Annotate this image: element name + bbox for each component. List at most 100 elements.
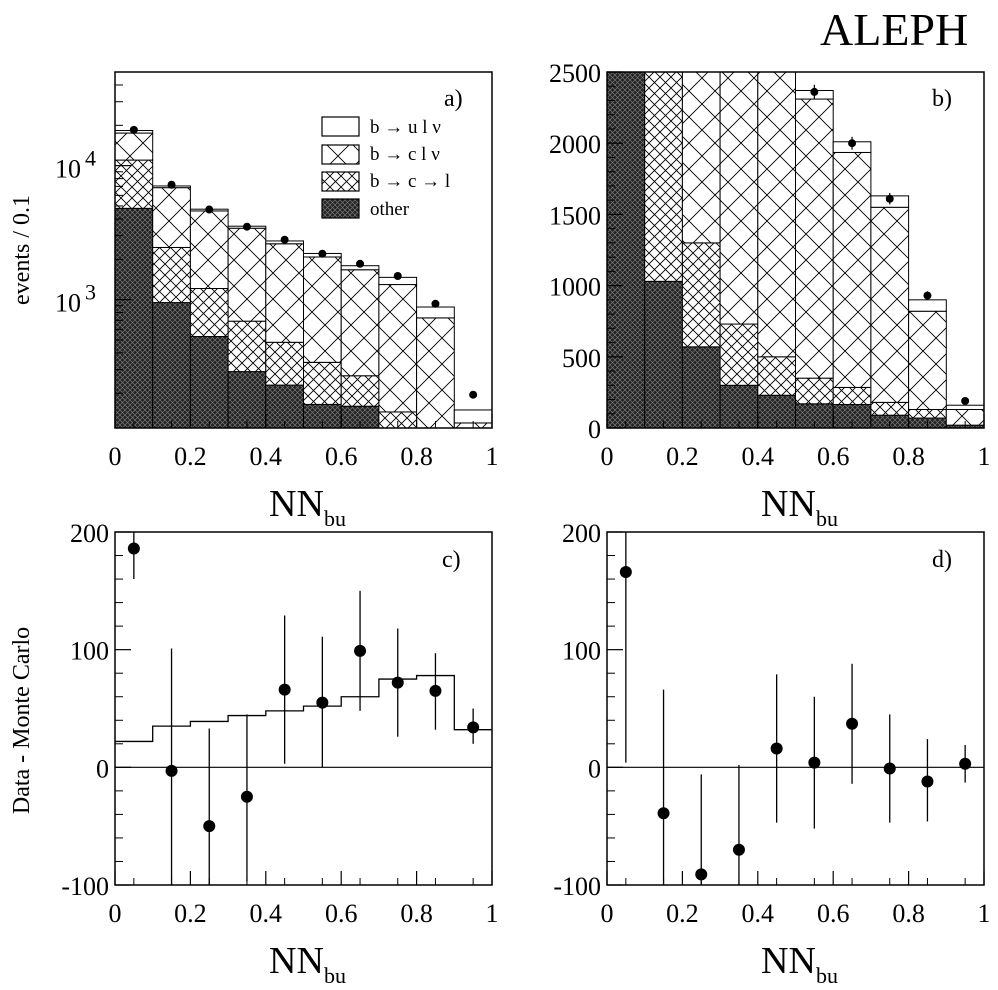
y-tick-label: 0 [96, 754, 109, 783]
data-point [961, 396, 970, 405]
y-tick-label: 100 [562, 637, 601, 666]
bar-b-c-l [832, 151, 872, 388]
data-point [318, 249, 327, 258]
x-tick-label: 0.6 [325, 442, 358, 471]
x-tick-label: 1 [486, 899, 499, 928]
bar-b-c-l [681, 242, 721, 348]
x-tick-label: 0.6 [817, 442, 850, 471]
bar-b-c-l [832, 386, 872, 406]
panel-b: 0 0.2 0.4 0.6 0.8 1 NNbu 0 500 1000 1500 2000 2500 b) [549, 59, 991, 531]
x-tick-label: 0 [109, 899, 122, 928]
difference-point [203, 820, 216, 833]
legend-swatch-other [321, 198, 360, 219]
data-point [393, 271, 402, 280]
y-tick-label: 200 [562, 519, 601, 548]
legend-swatch-b-to-c-to-l [321, 171, 360, 192]
y-tick-label: 2500 [549, 59, 601, 88]
bar-b-c-l [908, 408, 947, 419]
difference-point [770, 742, 783, 755]
data-point [205, 205, 214, 214]
data-point [431, 299, 440, 308]
x-tick-label: 0.4 [250, 899, 283, 928]
legend-swatch-b-to-clnu [321, 144, 360, 165]
x-tick-label: 0 [601, 442, 614, 471]
bar-b-c-l [719, 323, 759, 386]
bar-other [681, 346, 721, 429]
bar-b-c-l [870, 206, 910, 403]
plot-frame [606, 71, 985, 429]
x-tick-label: 0.6 [325, 899, 358, 928]
x-tick-label: 0.4 [250, 442, 283, 471]
difference-point [278, 683, 291, 696]
bar-other [644, 280, 683, 429]
difference-point [732, 843, 745, 856]
difference-point [127, 542, 140, 555]
data-point [848, 139, 857, 148]
y-tick-label: -100 [61, 872, 109, 901]
panel-a: 0 0.2 0.4 0.6 0.8 1 NNbu 10 3 10 4 events / 0.1 a) [9, 71, 499, 531]
y-tick-label: 200 [70, 519, 109, 548]
difference-point [883, 762, 896, 775]
bar-b-c-l [416, 317, 455, 429]
bar-b-c-l [227, 320, 267, 373]
experiment-title: ALEPH [820, 4, 968, 55]
y-tick-label: 500 [562, 344, 601, 373]
x-tick-label: 0.4 [742, 899, 775, 928]
data-point [280, 235, 289, 244]
difference-point [240, 790, 253, 803]
data-point [356, 259, 365, 268]
panel-label: c) [442, 547, 461, 573]
panel-label: b) [932, 86, 952, 112]
difference-point [695, 868, 708, 881]
bar-b-u-l [908, 299, 947, 312]
data-point [469, 390, 478, 399]
legend-label-b-to-ulnu: b → u l ν [370, 117, 441, 138]
y-axis-label: Data - Monte Carlo [9, 627, 35, 814]
x-tick-label: 1 [486, 442, 499, 471]
bar-other [606, 71, 646, 429]
bar-other [189, 336, 229, 429]
difference-point [808, 756, 821, 769]
difference-point [316, 696, 329, 709]
legend-label-other: other [370, 199, 410, 220]
legend-swatch-b-to-ulnu [321, 116, 360, 137]
bar-b-c-l [870, 401, 910, 416]
bar-b-c-l [114, 132, 154, 161]
x-tick-label: 0.6 [817, 899, 850, 928]
panel-label: a) [444, 86, 463, 112]
bar-b-c-l [303, 361, 342, 405]
bar-b-u-l [945, 404, 985, 410]
x-tick-label: 0.2 [666, 442, 699, 471]
bar-b-c-l [681, 71, 721, 244]
y-tick-label: 0 [588, 415, 601, 444]
difference-point [619, 566, 632, 579]
x-tick-label: 0.4 [742, 442, 775, 471]
bar-b-c-l [114, 159, 154, 209]
data-point [885, 194, 894, 203]
plot-frame [606, 531, 985, 886]
x-tick-label: 1 [978, 899, 991, 928]
difference-point [846, 717, 859, 730]
data-point [129, 125, 138, 134]
x-tick-label: 0.8 [400, 899, 433, 928]
panel-label: d) [932, 547, 952, 573]
plot-frame [114, 531, 493, 886]
bar-b-c-l [227, 227, 267, 322]
bar-other [114, 207, 154, 429]
data-point [167, 180, 176, 189]
difference-point [429, 684, 442, 697]
bar-b-c-l [340, 269, 380, 377]
bar-b-c-l [189, 287, 229, 338]
y-tick-label: -100 [553, 872, 601, 901]
difference-point [391, 676, 404, 689]
y-tick-label: 100 [70, 637, 109, 666]
x-tick-label: 0.2 [174, 442, 207, 471]
bar-b-c-l [152, 246, 191, 304]
bar-b-c-l [757, 71, 796, 358]
bar-b-c-l [795, 377, 834, 405]
y-tick-label: 10 3 [55, 280, 96, 318]
bar-b-c-l [378, 284, 418, 413]
